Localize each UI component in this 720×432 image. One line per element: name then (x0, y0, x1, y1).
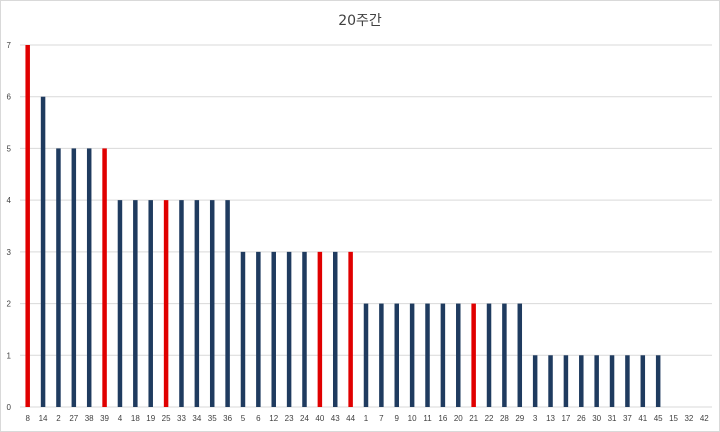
chart-title: 20주간 (338, 13, 382, 29)
x-tick-label: 14 (39, 414, 48, 423)
x-tick-label: 31 (608, 414, 617, 423)
bar (86, 148, 92, 407)
y-tick-label: 0 (7, 403, 12, 412)
x-tick-label: 17 (561, 414, 570, 423)
x-tick-label: 21 (469, 414, 478, 423)
bar (471, 303, 476, 407)
x-tick-label: 19 (146, 414, 155, 423)
x-tick-label: 44 (346, 414, 355, 423)
x-tick-label: 37 (623, 414, 632, 423)
y-tick-label: 6 (7, 93, 12, 102)
bar (317, 251, 323, 407)
x-tick-label: 38 (85, 414, 94, 423)
x-tick-label: 39 (100, 414, 109, 423)
x-tick-label: 1 (364, 414, 369, 423)
bar (486, 303, 492, 407)
bar (394, 303, 400, 407)
x-tick-label: 9 (395, 414, 400, 423)
bar (332, 251, 338, 407)
x-tick-label: 25 (162, 414, 171, 423)
bar (194, 200, 200, 407)
bar (179, 200, 184, 407)
bar (379, 303, 384, 407)
x-tick-label: 10 (408, 414, 417, 423)
y-tick-label: 3 (7, 248, 12, 257)
bar (409, 303, 415, 407)
bar (71, 148, 77, 407)
x-tick-label: 2 (56, 414, 61, 423)
x-tick-label: 22 (485, 414, 494, 423)
x-tick-label: 7 (379, 414, 384, 423)
bar (271, 251, 276, 407)
bar (148, 200, 153, 407)
x-tick-label: 8 (25, 414, 30, 423)
x-tick-label: 23 (285, 414, 294, 423)
x-tick-label: 15 (669, 414, 678, 423)
bar (532, 355, 538, 407)
bar (363, 303, 369, 407)
x-tick-label: 35 (208, 414, 217, 423)
x-tick-label: 30 (592, 414, 601, 423)
x-tick-label: 12 (269, 414, 278, 423)
bar (256, 251, 261, 407)
x-tick-label: 4 (118, 414, 123, 423)
x-tick-label: 6 (256, 414, 261, 423)
bar (40, 96, 46, 407)
bar (163, 200, 169, 407)
bar (286, 251, 292, 407)
bar (102, 148, 107, 407)
y-tick-label: 4 (7, 196, 12, 205)
bar (517, 303, 523, 407)
x-tick-label: 16 (438, 414, 447, 423)
x-tick-label: 29 (515, 414, 524, 423)
bar (225, 200, 230, 407)
bar (440, 303, 446, 407)
bar (655, 355, 661, 407)
bar (640, 355, 646, 407)
bar (348, 251, 353, 407)
x-tick-label: 27 (69, 414, 78, 423)
y-tick-label: 7 (7, 41, 12, 50)
x-tick-label: 33 (177, 414, 186, 423)
x-tick-label: 20 (454, 414, 463, 423)
x-tick-label: 11 (423, 414, 432, 423)
y-tick-label: 2 (7, 300, 12, 309)
bar (563, 355, 569, 407)
bar (579, 355, 584, 407)
bar (609, 355, 615, 407)
bar (25, 45, 30, 407)
x-tick-label: 43 (331, 414, 340, 423)
bar (117, 200, 123, 407)
x-tick-label: 34 (192, 414, 201, 423)
x-tick-label: 40 (315, 414, 324, 423)
bar (456, 303, 461, 407)
x-tick-label: 28 (500, 414, 509, 423)
x-tick-label: 32 (684, 414, 693, 423)
bar (302, 251, 307, 407)
x-tick-label: 41 (638, 414, 647, 423)
x-tick-label: 36 (223, 414, 232, 423)
x-tick-label: 5 (241, 414, 246, 423)
bar (625, 355, 630, 407)
bar (133, 200, 138, 407)
bar (425, 303, 430, 407)
x-tick-label: 42 (700, 414, 709, 423)
bar (548, 355, 553, 407)
x-tick-label: 3 (533, 414, 538, 423)
x-tick-label: 45 (654, 414, 663, 423)
y-tick-label: 1 (7, 351, 12, 360)
x-tick-label: 18 (131, 414, 140, 423)
y-tick-label: 5 (7, 144, 12, 153)
x-tick-label: 24 (300, 414, 309, 423)
bar (209, 200, 215, 407)
x-tick-label: 13 (546, 414, 555, 423)
bar (240, 251, 246, 407)
x-tick-label: 26 (577, 414, 586, 423)
bar (594, 355, 599, 407)
bar (56, 148, 61, 407)
bar (502, 303, 507, 407)
